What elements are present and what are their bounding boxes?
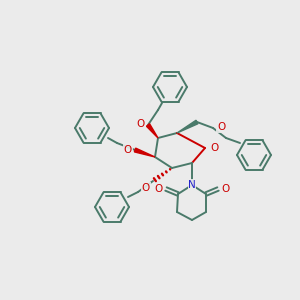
Polygon shape — [177, 120, 198, 133]
Text: O: O — [210, 143, 218, 153]
Text: O: O — [155, 184, 163, 194]
Text: O: O — [124, 145, 132, 155]
Polygon shape — [146, 124, 158, 138]
Text: O: O — [142, 183, 150, 193]
Text: O: O — [221, 184, 229, 194]
Text: N: N — [188, 180, 196, 190]
Polygon shape — [134, 148, 155, 157]
Text: O: O — [217, 122, 225, 132]
Text: O: O — [137, 119, 145, 129]
